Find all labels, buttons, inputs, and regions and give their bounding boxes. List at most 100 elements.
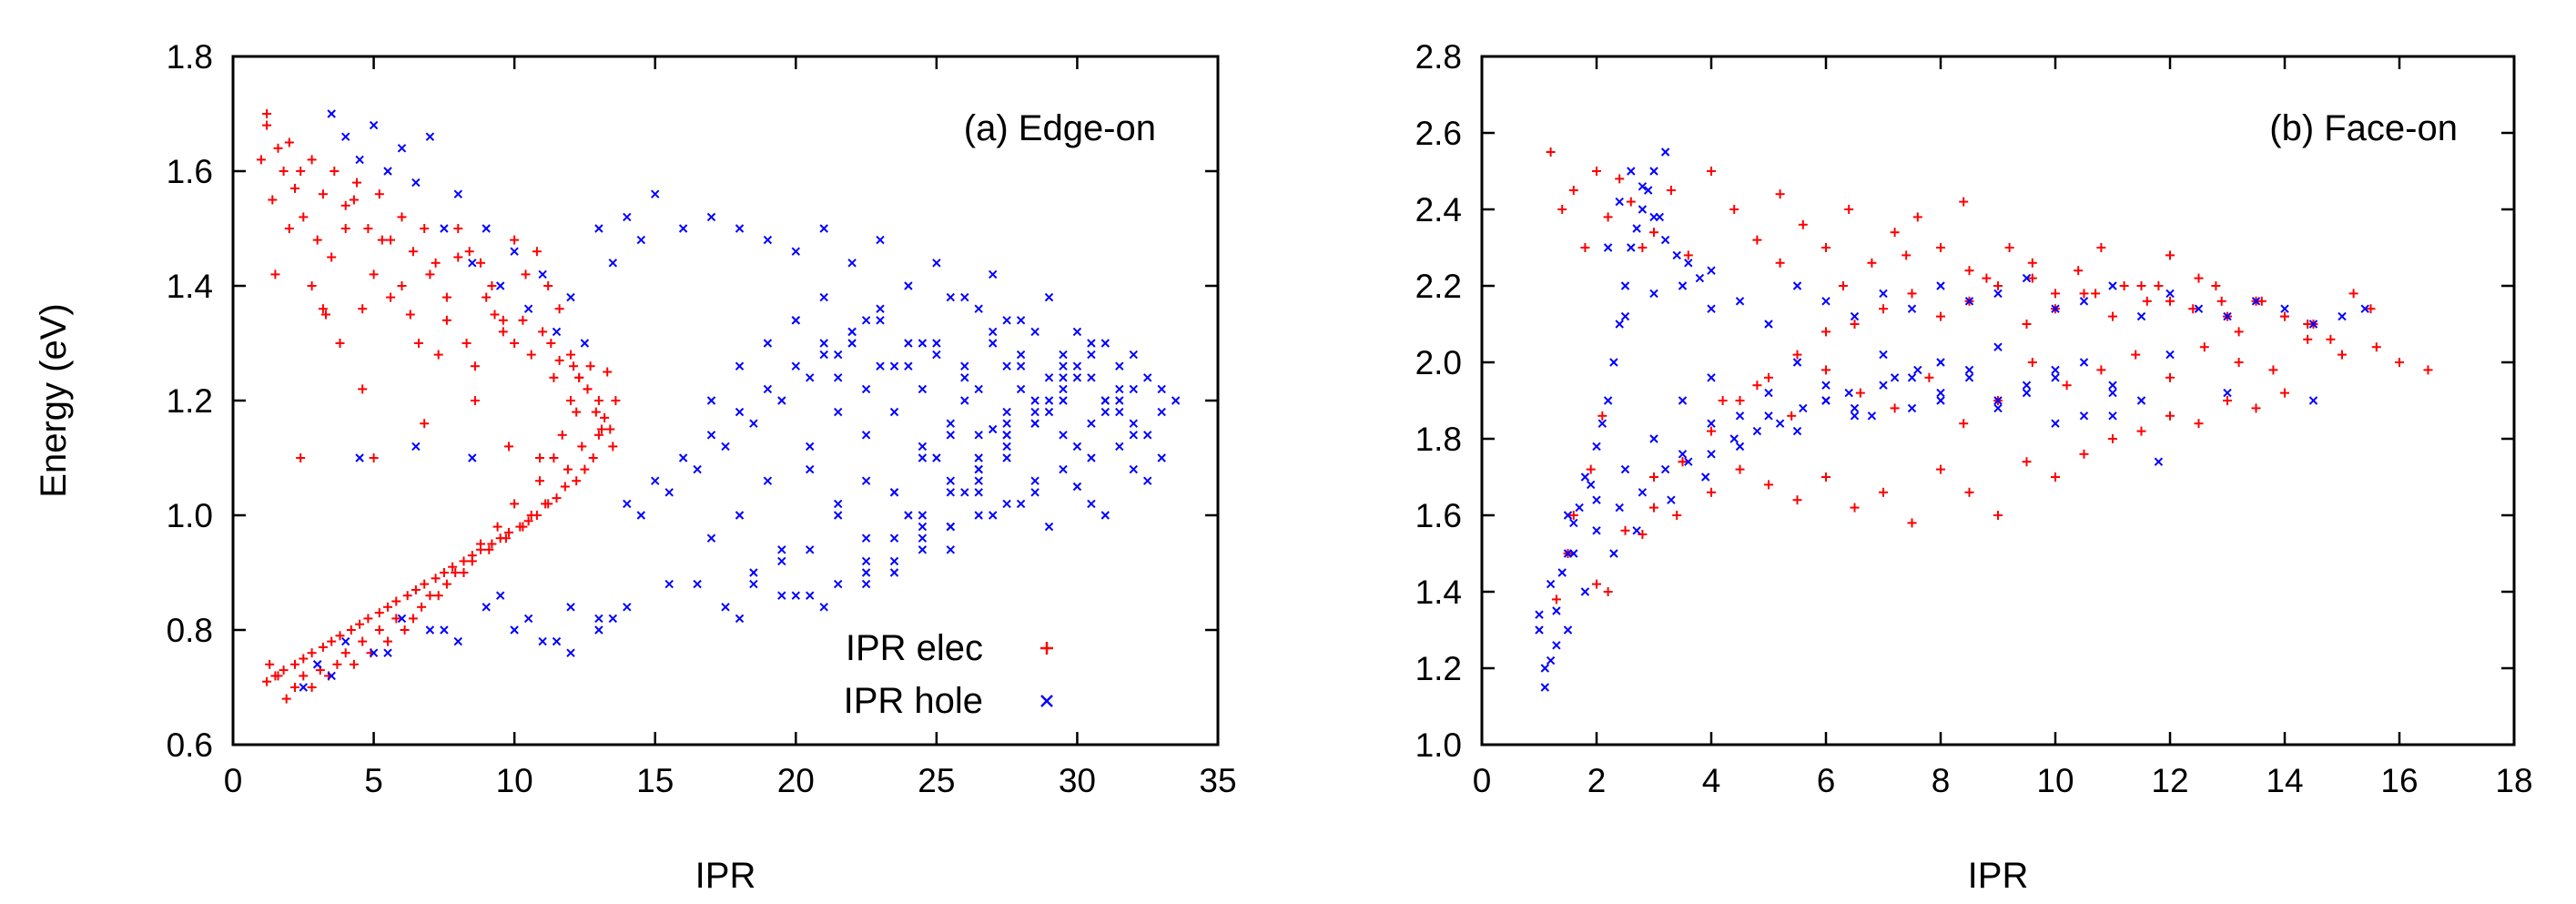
data-point <box>433 591 443 601</box>
data-point <box>1129 431 1139 440</box>
data-point <box>1735 464 1745 474</box>
data-point <box>1638 243 1648 252</box>
data-point <box>594 625 603 635</box>
data-point <box>2280 311 2289 321</box>
data-point <box>932 339 941 348</box>
data-point <box>988 511 998 520</box>
data-point <box>763 476 773 485</box>
data-point <box>1649 289 1658 299</box>
legend-label-hole: IPR hole <box>844 681 983 721</box>
data-point <box>332 659 342 669</box>
data-point <box>1016 499 1026 509</box>
data-point <box>2223 388 2232 398</box>
data-point <box>974 488 983 497</box>
data-point <box>1142 373 1152 382</box>
data-point <box>763 235 773 245</box>
data-point <box>1821 381 1831 390</box>
data-point <box>2251 297 2261 306</box>
data-point <box>510 247 519 256</box>
data-point <box>2136 426 2146 436</box>
panel-title: (b) Face-on <box>2269 108 2458 148</box>
data-point <box>270 269 280 279</box>
data-point <box>876 235 885 245</box>
data-point <box>1609 358 1618 367</box>
data-point <box>1030 419 1040 428</box>
data-point <box>441 292 451 302</box>
data-point <box>1002 442 1011 452</box>
legend-marker-hole <box>1040 695 1053 707</box>
data-point <box>2194 304 2204 313</box>
data-point <box>340 224 350 233</box>
x-tick-label: 25 <box>918 762 955 799</box>
data-point <box>847 327 857 337</box>
data-point <box>572 407 582 417</box>
data-point <box>1016 350 1026 360</box>
data-point <box>299 671 309 681</box>
data-point <box>1030 476 1040 485</box>
data-point <box>777 591 786 600</box>
y-tick-label: 2.6 <box>1415 115 1462 152</box>
data-point <box>988 269 998 279</box>
legend: IPR elec IPR hole <box>844 628 1053 721</box>
data-point <box>1044 396 1054 405</box>
data-point <box>498 327 508 337</box>
data-point <box>1620 311 1630 321</box>
data-point <box>1087 373 1096 382</box>
y-tick-label: 2.0 <box>1415 344 1462 381</box>
data-point <box>1002 453 1011 462</box>
data-point <box>1798 219 1808 229</box>
data-point <box>580 464 590 474</box>
data-point <box>974 304 983 313</box>
data-point <box>340 132 350 141</box>
data-point <box>482 292 492 302</box>
data-point <box>1592 495 1601 504</box>
data-point <box>946 488 956 497</box>
data-point <box>1157 407 1166 417</box>
data-point <box>1993 511 2003 520</box>
data-point <box>2136 311 2146 321</box>
data-point <box>918 442 928 452</box>
data-point <box>1879 289 1888 299</box>
data-point <box>918 453 928 462</box>
series-ipr-elec <box>256 109 621 704</box>
data-point <box>861 384 871 394</box>
data-point <box>495 591 505 600</box>
data-point <box>988 424 998 434</box>
data-point <box>327 671 336 681</box>
data-point <box>1879 381 1888 390</box>
data-point <box>318 642 328 652</box>
data-point <box>352 178 361 188</box>
data-point <box>383 602 392 612</box>
data-point <box>468 259 477 268</box>
data-point <box>876 361 885 371</box>
data-point <box>541 499 551 509</box>
data-point <box>1586 480 1596 490</box>
data-point <box>1707 426 1716 436</box>
data-point <box>1638 182 1648 191</box>
data-point <box>1729 205 1739 214</box>
data-point <box>1678 450 1688 459</box>
x-tick-label: 0 <box>224 762 243 799</box>
data-point <box>2165 372 2175 382</box>
data-point <box>1678 281 1688 290</box>
data-point <box>2234 327 2244 337</box>
data-point <box>2154 457 2164 466</box>
x-axis-ticks: 0 2 4 6 8 10 12 14 16 18 <box>1473 56 2533 799</box>
data-point <box>397 614 407 624</box>
data-point <box>453 189 463 198</box>
panel-edge-on: 0 5 10 15 20 25 30 35 0.6 0.8 1.0 1.2 1.4 1.6 1.8 (a)… <box>34 38 1237 896</box>
data-point <box>552 493 562 503</box>
data-point <box>459 556 469 566</box>
data-point <box>538 636 547 646</box>
data-point <box>735 224 745 233</box>
data-point <box>340 648 350 658</box>
data-point <box>340 200 350 210</box>
data-point <box>433 350 443 360</box>
data-point <box>1907 304 1917 313</box>
data-point <box>608 259 618 268</box>
data-point <box>1609 549 1618 558</box>
data-point <box>1580 587 1590 596</box>
data-point <box>650 189 660 198</box>
data-point <box>425 269 435 279</box>
data-point <box>1792 426 1802 436</box>
